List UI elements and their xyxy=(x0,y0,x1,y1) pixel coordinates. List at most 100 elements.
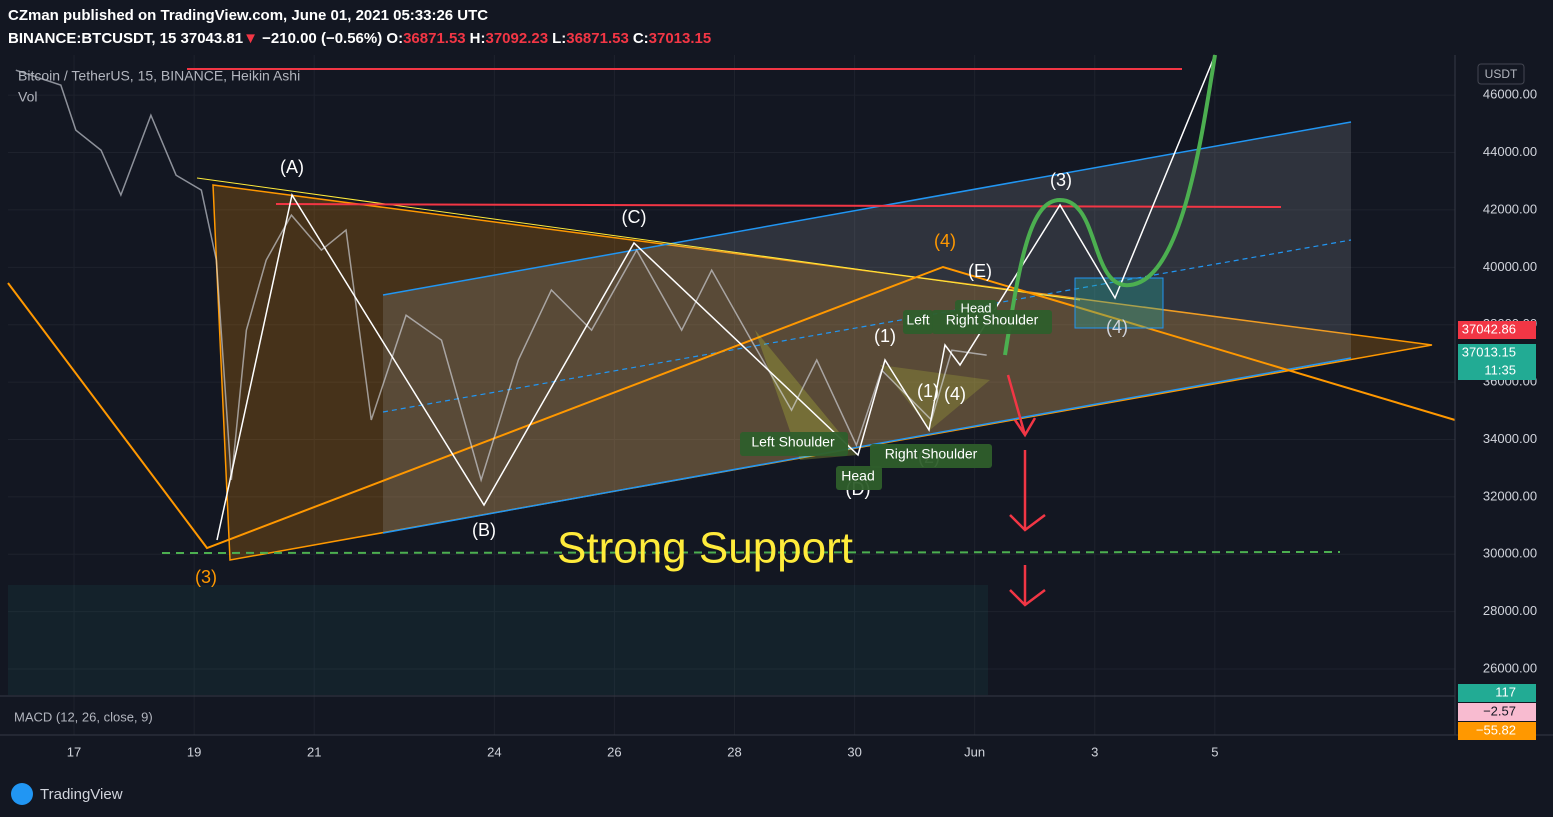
y-tick-label: 26000.00 xyxy=(1483,660,1537,675)
x-tick-label: Jun xyxy=(964,744,985,759)
y-tick-label: 42000.00 xyxy=(1483,201,1537,216)
volume-legend: Vol xyxy=(18,89,37,105)
y-tick-label: 34000.00 xyxy=(1483,431,1537,446)
y-tick-label: 44000.00 xyxy=(1483,144,1537,159)
annotation: (4) xyxy=(934,231,956,251)
annotation: (1) xyxy=(917,381,939,401)
ohlc-value: 36871.53 xyxy=(566,30,629,47)
price-tag-label: 37042.86 xyxy=(1462,321,1516,336)
annotations: (A)(B)(C)(D)(E)(1)(2)(3)(4)(4)(3)(1)(4)S… xyxy=(195,157,1128,587)
label-box xyxy=(836,466,882,490)
annotation: Right Shoulder xyxy=(946,312,1039,328)
x-tick-label: 30 xyxy=(847,744,861,759)
last-price: 37043.81 xyxy=(180,30,244,47)
y-tick-label: 32000.00 xyxy=(1483,488,1537,503)
price-tag xyxy=(1458,344,1536,362)
channel-top xyxy=(382,121,1352,296)
trend-line xyxy=(196,177,1081,301)
x-tick-label: 5 xyxy=(1211,744,1218,759)
published: CZman published on TradingView.com, June… xyxy=(8,7,489,24)
support xyxy=(161,551,1341,554)
ohlc-value: 36871.53 xyxy=(403,30,466,47)
annotation: Left xyxy=(906,312,929,328)
currency: USDT xyxy=(1485,67,1518,81)
annotation: Strong Support xyxy=(557,524,853,573)
ohlc-value: 37092.23 xyxy=(485,30,549,47)
x-tick-label: 17 xyxy=(67,744,81,759)
projection xyxy=(1003,54,1217,356)
label-box xyxy=(903,310,933,334)
ohlc-key: C: xyxy=(632,30,649,47)
annotation: (4) xyxy=(1106,317,1128,337)
footer xyxy=(0,775,1553,817)
y-tick-label: 46000.00 xyxy=(1483,87,1537,102)
label-box xyxy=(955,300,997,314)
price-series xyxy=(15,69,987,483)
price-tag xyxy=(1458,703,1536,721)
price-line xyxy=(15,69,987,483)
annotation: (E) xyxy=(968,261,992,281)
ohlc-key: O: xyxy=(386,30,404,47)
y-tick-label: 40000.00 xyxy=(1483,259,1537,274)
ohlc-key: L: xyxy=(552,30,567,47)
arrow: ▼ xyxy=(243,30,258,47)
symbol: BINANCE:BTCUSDT, 15 xyxy=(8,30,177,47)
pattern xyxy=(755,330,858,460)
macd-legend: MACD (12, 26, close, 9) xyxy=(14,709,153,724)
label-box xyxy=(740,432,848,456)
price-tag-label: 11:35 xyxy=(1484,362,1516,377)
symbol-line: BINANCE:BTCUSDT, 15 37043.81▼ −210.00 (−… xyxy=(8,30,715,47)
arrows xyxy=(1006,374,1046,607)
price-tag-label: 37013.15 xyxy=(1462,344,1516,359)
annotation: Head xyxy=(960,300,991,315)
label-box xyxy=(932,310,1052,334)
change: −210.00 (−0.56%) xyxy=(262,30,383,47)
price-tags: 37042.86 37013.15 11:35 117 −2.57 −55.82 xyxy=(1458,321,1536,740)
orange-wave xyxy=(7,265,1456,550)
price-tag xyxy=(1458,321,1536,339)
x-tick-label: 26 xyxy=(607,744,621,759)
y-tick-label: 28000.00 xyxy=(1483,603,1537,618)
channel xyxy=(383,122,1351,533)
ohlc: O:36871.53 H:37092.23 L:36871.53 C:37013.15 xyxy=(386,30,715,47)
ohlc-key: H: xyxy=(469,30,486,47)
volume-pane xyxy=(8,585,988,695)
annotation: (B) xyxy=(472,520,496,540)
annotation: (1) xyxy=(874,326,896,346)
series-legend: Bitcoin / TetherUS, 15, BINANCE, Heikin … xyxy=(18,68,300,84)
published-line: CZman published on TradingView.com, June… xyxy=(8,7,488,24)
annotation: Left Shoulder xyxy=(751,434,835,450)
x-tick-label: 21 xyxy=(307,744,321,759)
resistance xyxy=(275,203,1282,208)
label-box xyxy=(870,444,992,468)
currency-box xyxy=(1477,63,1525,85)
x-tick-label: 19 xyxy=(187,744,201,759)
price-tag xyxy=(1458,722,1536,740)
channel-bottom xyxy=(382,357,1352,534)
y-tick-label: 30000.00 xyxy=(1483,546,1537,561)
price-tag xyxy=(1458,362,1536,380)
price-tag-label: 117 xyxy=(1495,684,1516,699)
price-tag-label: −55.82 xyxy=(1476,722,1516,737)
price-tag xyxy=(1458,684,1536,702)
price-tag-label: −2.57 xyxy=(1483,703,1516,718)
brand: TradingView xyxy=(40,786,123,803)
annotation: (C) xyxy=(622,207,647,227)
x-tick-label: 3 xyxy=(1091,744,1098,759)
x-tick-label: 24 xyxy=(487,744,501,759)
grid: 26000.00 28000.00 30000.00 32000.00 34000.00… xyxy=(8,55,1537,759)
ohlc-value: 37013.15 xyxy=(648,30,712,47)
annotation: (3) xyxy=(195,567,217,587)
channel-mid xyxy=(382,239,1352,413)
annotation: (A) xyxy=(280,157,304,177)
annotation: (3) xyxy=(1050,170,1072,190)
wave-count xyxy=(216,54,1216,541)
annotation: (4) xyxy=(944,384,966,404)
logo xyxy=(11,783,33,805)
annotation: Head xyxy=(841,468,874,484)
x-tick-label: 28 xyxy=(727,744,741,759)
